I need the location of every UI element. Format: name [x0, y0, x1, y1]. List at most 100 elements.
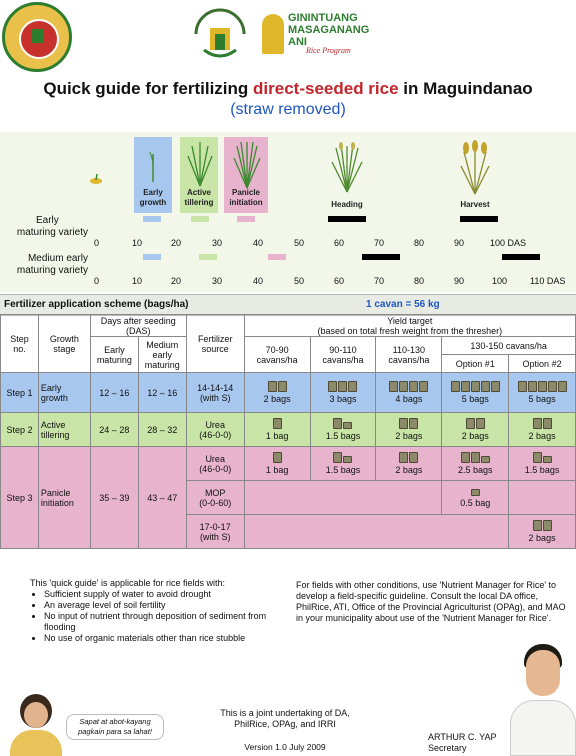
stage-panicle-initiation	[224, 137, 268, 213]
step2-fertilizer: Urea (46-0-0)	[185, 412, 245, 447]
step1-medium-das: 12 – 16	[137, 372, 187, 413]
stage-label-active: Active tillering	[184, 188, 214, 207]
stage-label-heading: Heading	[331, 200, 363, 209]
logo-program: Rice Program	[306, 46, 351, 55]
header-yield-4: 130-150 cavans/ha	[441, 336, 576, 355]
applicability-note: This 'quick guide' is applicable for ric…	[30, 578, 270, 644]
bar-early-heading	[328, 216, 366, 222]
bag-icons	[389, 381, 429, 394]
stage-label-harvest: Harvest	[460, 200, 490, 209]
scheme-header: Fertilizer application scheme (bags/ha) …	[0, 294, 576, 316]
early-variety-label: Early maturing variety	[16, 215, 88, 238]
bar-early-step1	[143, 216, 161, 222]
medium-ticks: 0 10 20 30 40 50 60 70 80 90 100 110 DAS	[94, 276, 566, 286]
stage-active-tillering	[180, 137, 218, 213]
condition-item: An average level of soil fertility	[44, 600, 270, 611]
step1-stage: Early growth	[37, 372, 91, 413]
speech-bubble: Sapat at abot-kayang pagkain para sa laha…	[66, 714, 164, 740]
header-early: Early maturing	[89, 336, 139, 373]
step3-yield-2: 1.5 bags	[309, 446, 377, 481]
step3-medium-das: 43 – 47	[137, 446, 187, 549]
logo-line-3: ANI	[288, 36, 307, 48]
joint-undertaking: This is a joint undertaking of DA, PhilRi…	[220, 708, 350, 729]
scheme-title: Fertilizer application scheme (bags/ha)	[4, 299, 189, 310]
department-agriculture-seal-icon	[188, 4, 252, 64]
step3-fertilizer-mop: MOP (0-0-60)	[185, 480, 245, 515]
step2-stage: Active tillering	[37, 412, 91, 447]
header-option-1: Option #1	[441, 354, 510, 373]
bar-medium-step2	[199, 254, 217, 260]
step1-yield-1: 2 bags	[243, 372, 311, 413]
step3-fertilizer-17017: 17-0-17 (with S)	[185, 514, 245, 549]
young-plant-icon	[149, 151, 154, 182]
step1-option-1: 5 bags	[441, 372, 510, 413]
step3-stage: Panicle initiation	[37, 446, 91, 549]
step3-label: Step 3	[0, 446, 39, 549]
bag-icons	[532, 418, 552, 431]
header-yield-3: 110-130 cavans/ha	[375, 336, 443, 373]
step3-option-2: 1.5 bags	[508, 446, 576, 481]
header-medium: Medium early maturing	[137, 336, 187, 373]
stage-label-early: Early growth	[139, 188, 167, 207]
bag-icons	[532, 520, 552, 533]
step1-fertilizer: 14-14-14 (with S)	[185, 372, 245, 413]
step3-yield-3: 2 bags	[375, 446, 443, 481]
step3-17017-option-2: 2 bags	[508, 514, 576, 549]
bag-icons	[333, 418, 353, 431]
step2-medium-das: 28 – 32	[137, 412, 187, 447]
condition-item: Sufficient supply of water to avoid drou…	[44, 589, 270, 600]
bag-icons	[399, 418, 419, 431]
harvest-plant-icon	[460, 140, 490, 195]
bag-icons	[460, 452, 490, 465]
version-label: Version 1.0 July 2009	[244, 742, 326, 752]
logo-line-1: GININTUANG	[288, 12, 358, 24]
bag-icons	[272, 418, 282, 431]
header-days: Days after seeding (DAS)	[89, 314, 187, 337]
bar-early-harvest	[460, 216, 498, 222]
step1-option-2: 5 bags	[508, 372, 576, 413]
bar-early-step3	[237, 216, 255, 222]
bag-icons	[470, 488, 480, 498]
bag-icons	[450, 381, 500, 394]
step1-early-das: 12 – 16	[89, 372, 139, 413]
step2-option-2: 2 bags	[508, 412, 576, 447]
bag-icons	[399, 452, 419, 465]
step1-yield-2: 3 bags	[309, 372, 377, 413]
step1-yield-3: 4 bags	[375, 372, 443, 413]
portrait-left	[6, 690, 66, 756]
bag-icons	[465, 418, 485, 431]
bar-early-step2	[191, 216, 209, 222]
seedling-icon	[90, 173, 102, 184]
portrait-right	[510, 640, 576, 756]
bag-icons	[328, 381, 358, 394]
condition-item: No input of nutrient through deposition …	[44, 611, 270, 633]
tillering-plant-icon	[187, 142, 213, 187]
secretary-name: ARTHUR C. YAP	[428, 732, 497, 742]
step3-fertilizer-urea: Urea (46-0-0)	[185, 446, 245, 481]
step2-yield-3: 2 bags	[375, 412, 443, 447]
condition-item: No use of organic materials other than r…	[44, 633, 270, 644]
title-highlight: direct-seeded rice	[253, 79, 399, 98]
step1-label: Step 1	[0, 372, 39, 413]
step3-early-das: 35 – 39	[89, 446, 139, 549]
page-subtitle: (straw removed)	[230, 101, 346, 118]
province-seal-icon	[2, 2, 72, 72]
header-option-2: Option #2	[508, 354, 576, 373]
bar-medium-heading	[362, 254, 400, 260]
header-growth-stage: Growth stage	[37, 314, 91, 373]
header-fertilizer: Fertilizer source	[185, 314, 245, 373]
stage-label-panicle: Panicle initiation	[229, 188, 263, 207]
other-conditions-note: For fields with other conditions, use 'N…	[296, 580, 566, 623]
header-step: Step no.	[0, 314, 39, 373]
bar-medium-harvest	[502, 254, 540, 260]
growth-timeline	[0, 132, 576, 292]
logo-line-2: MASAGANANG	[288, 24, 370, 36]
step2-option-1: 2 bags	[441, 412, 510, 447]
cavan-note: 1 cavan = 56 kg	[366, 299, 440, 310]
step3-mop-option-1: 0.5 bag	[441, 480, 510, 515]
header-yield-2: 90-110 cavans/ha	[309, 336, 377, 373]
heading-plant-icon	[331, 142, 363, 193]
step3-yield-1: 1 bag	[243, 446, 311, 481]
medium-variety-label: Medium early maturing variety	[16, 253, 88, 276]
header-yield-1: 70-90 cavans/ha	[243, 336, 311, 373]
